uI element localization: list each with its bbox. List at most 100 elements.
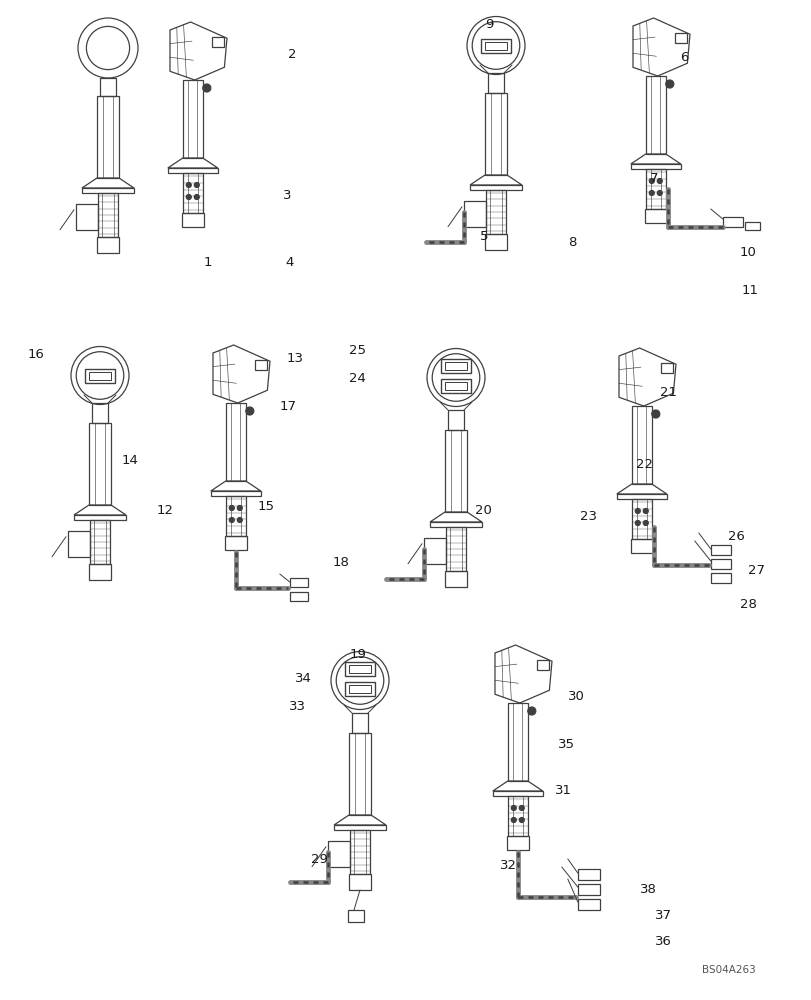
Text: 34: 34 (294, 672, 311, 684)
Circle shape (642, 520, 647, 526)
Text: 25: 25 (349, 344, 366, 357)
Text: 31: 31 (554, 784, 571, 796)
Bar (89, 371, 111, 379)
Bar (507, 703, 527, 781)
Text: 29: 29 (311, 853, 328, 866)
Circle shape (651, 410, 659, 418)
Text: 27: 27 (747, 564, 764, 576)
Bar (630, 164, 680, 169)
Circle shape (186, 195, 191, 200)
Bar (225, 496, 246, 536)
Bar (507, 796, 527, 836)
Text: 21: 21 (659, 385, 676, 398)
Text: 15: 15 (258, 499, 275, 512)
Bar (445, 527, 466, 571)
Bar (484, 234, 506, 250)
Circle shape (229, 518, 234, 522)
Bar (645, 76, 665, 154)
Circle shape (649, 179, 654, 184)
Bar (98, 193, 118, 237)
Circle shape (519, 805, 524, 810)
Bar (710, 559, 730, 569)
Bar (255, 360, 267, 370)
Bar (577, 899, 599, 910)
Bar (89, 564, 111, 580)
Circle shape (246, 407, 254, 415)
Text: 14: 14 (121, 454, 138, 466)
Bar (345, 682, 375, 696)
Bar (82, 188, 134, 193)
Bar (710, 573, 730, 583)
Circle shape (229, 506, 234, 510)
Bar (744, 222, 759, 230)
Bar (430, 522, 482, 527)
Text: 28: 28 (739, 598, 756, 611)
Bar (470, 185, 521, 190)
Bar (76, 204, 98, 230)
Bar (349, 733, 371, 815)
Text: 16: 16 (27, 348, 44, 360)
Text: 33: 33 (289, 700, 306, 712)
Bar (444, 382, 466, 390)
Circle shape (656, 179, 662, 184)
Text: 8: 8 (568, 235, 576, 248)
Bar (631, 406, 651, 484)
Circle shape (237, 506, 242, 510)
Bar (348, 910, 363, 922)
Bar (444, 430, 466, 512)
Text: 17: 17 (280, 400, 297, 414)
Bar (92, 403, 108, 423)
Text: 11: 11 (741, 284, 758, 298)
Bar (423, 538, 445, 564)
Circle shape (634, 520, 640, 526)
Text: 20: 20 (474, 504, 491, 516)
Bar (290, 592, 307, 601)
Text: 37: 37 (654, 909, 672, 922)
Circle shape (186, 183, 191, 188)
Bar (100, 78, 116, 96)
Circle shape (519, 817, 524, 822)
Text: 9: 9 (485, 18, 493, 31)
Text: 3: 3 (283, 189, 291, 202)
Bar (661, 363, 672, 373)
Bar (97, 237, 119, 253)
Bar (616, 494, 666, 499)
Text: 30: 30 (568, 690, 584, 704)
Bar (168, 168, 217, 173)
Bar (506, 836, 528, 850)
Text: 12: 12 (157, 504, 174, 516)
Circle shape (649, 191, 654, 196)
Bar (444, 362, 466, 370)
Circle shape (527, 707, 535, 715)
Text: 38: 38 (639, 884, 656, 896)
Bar (463, 201, 486, 227)
Circle shape (656, 191, 662, 196)
Bar (345, 662, 375, 676)
Bar (644, 209, 666, 223)
Bar (212, 37, 224, 47)
Bar (333, 825, 385, 830)
Text: 6: 6 (679, 51, 688, 64)
Bar (351, 713, 367, 733)
Circle shape (665, 80, 673, 88)
Circle shape (237, 518, 242, 522)
Bar (577, 884, 599, 895)
Text: 4: 4 (285, 256, 293, 269)
Bar (448, 410, 463, 430)
Bar (484, 42, 506, 50)
Circle shape (194, 183, 199, 188)
Bar (675, 33, 687, 43)
Bar (486, 190, 505, 234)
Circle shape (511, 817, 516, 822)
Bar (328, 841, 350, 867)
Bar (90, 520, 109, 564)
Bar (722, 217, 742, 227)
Text: 7: 7 (649, 172, 658, 185)
Bar (349, 665, 371, 673)
Circle shape (511, 805, 516, 810)
Bar (211, 491, 260, 496)
Text: 23: 23 (579, 510, 596, 522)
Text: 5: 5 (479, 230, 487, 242)
Bar (225, 536, 247, 550)
Bar (487, 73, 504, 93)
